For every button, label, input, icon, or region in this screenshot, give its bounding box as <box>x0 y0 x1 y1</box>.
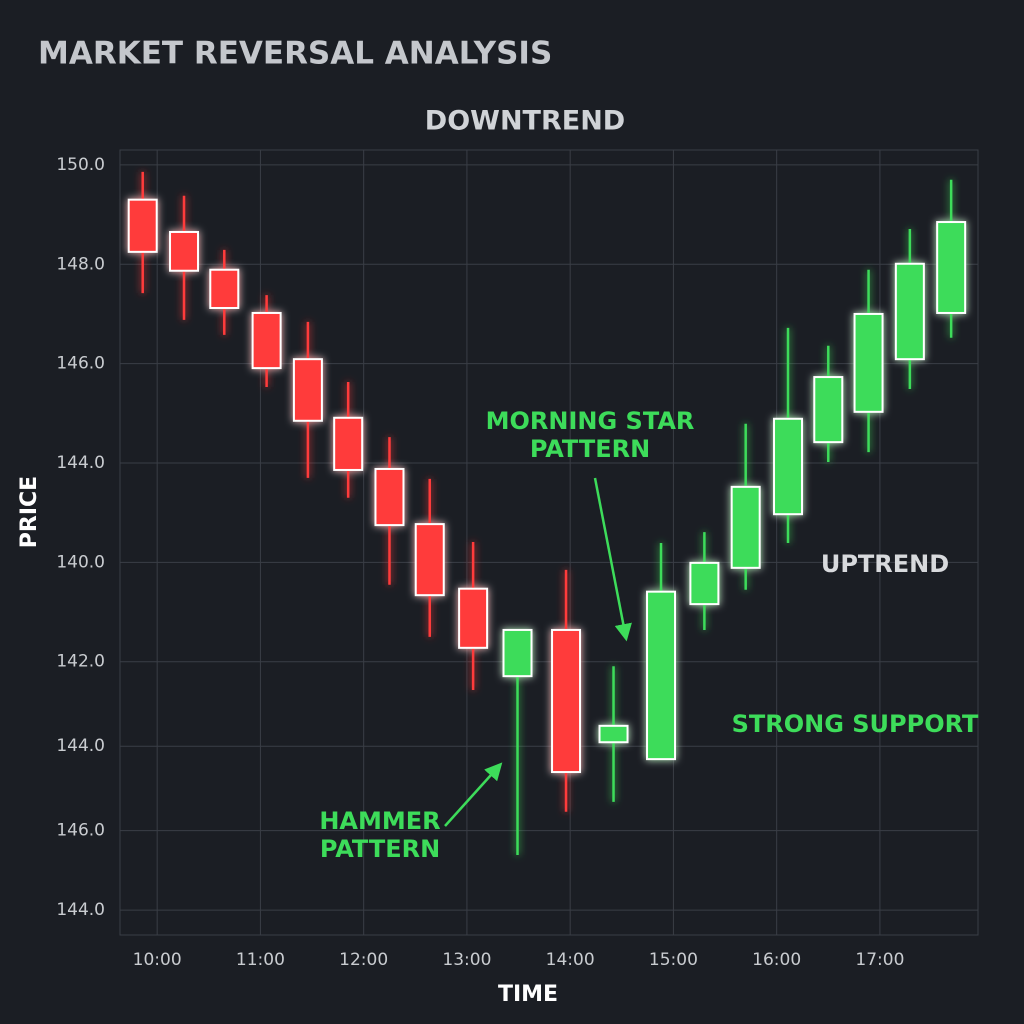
candle <box>333 382 364 498</box>
candle <box>209 249 240 335</box>
candle-body <box>414 523 445 597</box>
y-tick-label: 142.0 <box>56 652 105 672</box>
annotation: PATTERN <box>530 435 650 463</box>
support-label: STRONG SUPPORT <box>732 710 979 738</box>
candle <box>169 195 200 320</box>
candle-body <box>936 221 967 314</box>
plot-frame <box>119 149 979 936</box>
annotation: MORNING STAR <box>486 407 695 435</box>
annotation: UPTREND <box>821 550 949 578</box>
annotation-arrow <box>444 762 503 827</box>
candle <box>414 478 445 637</box>
annotation: PATTERN <box>320 835 440 863</box>
candle-body <box>251 311 282 370</box>
candle-body <box>689 561 720 606</box>
y-tick-label: 150.0 <box>56 155 105 175</box>
candle <box>251 295 282 387</box>
candle-body <box>502 628 533 678</box>
x-tick-label: 17:00 <box>855 950 904 970</box>
candle <box>502 628 533 856</box>
candle <box>730 423 761 590</box>
candle <box>374 437 405 585</box>
candle <box>646 542 677 761</box>
y-tick-label: 146.0 <box>56 354 105 374</box>
x-tick-label: 10:00 <box>133 950 182 970</box>
candle-body <box>853 312 884 413</box>
candle-body <box>292 358 323 422</box>
candle-body <box>598 724 629 744</box>
candle-body <box>374 467 405 527</box>
y-tick-label: 144.0 <box>56 736 105 756</box>
candle-body <box>209 268 240 309</box>
y-tick-label: 148.0 <box>56 254 105 274</box>
candle <box>689 532 720 630</box>
candle-body <box>127 198 158 253</box>
candle-body <box>551 628 582 774</box>
x-tick-label: 14:00 <box>546 950 595 970</box>
x-tick-label: 13:00 <box>442 950 491 970</box>
candle <box>813 345 844 463</box>
annotation-arrow <box>593 477 632 642</box>
y-tick-label: 144.0 <box>56 453 105 473</box>
candle <box>292 321 323 478</box>
x-tick-label: 16:00 <box>752 950 801 970</box>
candle-body <box>169 230 200 272</box>
candle <box>598 666 629 802</box>
candle-body <box>813 376 844 444</box>
x-tick-label: 15:00 <box>649 950 698 970</box>
candle-body <box>333 416 364 471</box>
candle <box>127 171 158 294</box>
x-tick-label: 12:00 <box>339 950 388 970</box>
subtitle: DOWNTREND <box>425 106 625 137</box>
y-tick-label: 146.0 <box>56 821 105 841</box>
candle <box>936 179 967 338</box>
candle <box>894 228 925 389</box>
candle <box>853 269 884 453</box>
y-tick-label: 144.0 <box>56 900 105 920</box>
candle-body <box>646 590 677 761</box>
y-axis-label: PRICE <box>17 476 42 548</box>
chart-title: MARKET REVERSAL ANALYSIS <box>38 36 552 72</box>
candle <box>773 327 804 543</box>
candle-body <box>894 262 925 361</box>
candle <box>551 569 582 812</box>
candle-body <box>730 485 761 569</box>
x-axis-label: TIME <box>498 982 558 1007</box>
plot-area: 150.0 148.0 146.0 144.0 140.0 142.0 144.0 146.0… <box>56 149 979 970</box>
annotation: HAMMER <box>319 807 440 835</box>
candle-body <box>773 417 804 516</box>
candle-body <box>458 587 489 649</box>
x-tick-label: 11:00 <box>236 950 285 970</box>
y-tick-label: 140.0 <box>56 552 105 572</box>
candle <box>458 542 489 691</box>
